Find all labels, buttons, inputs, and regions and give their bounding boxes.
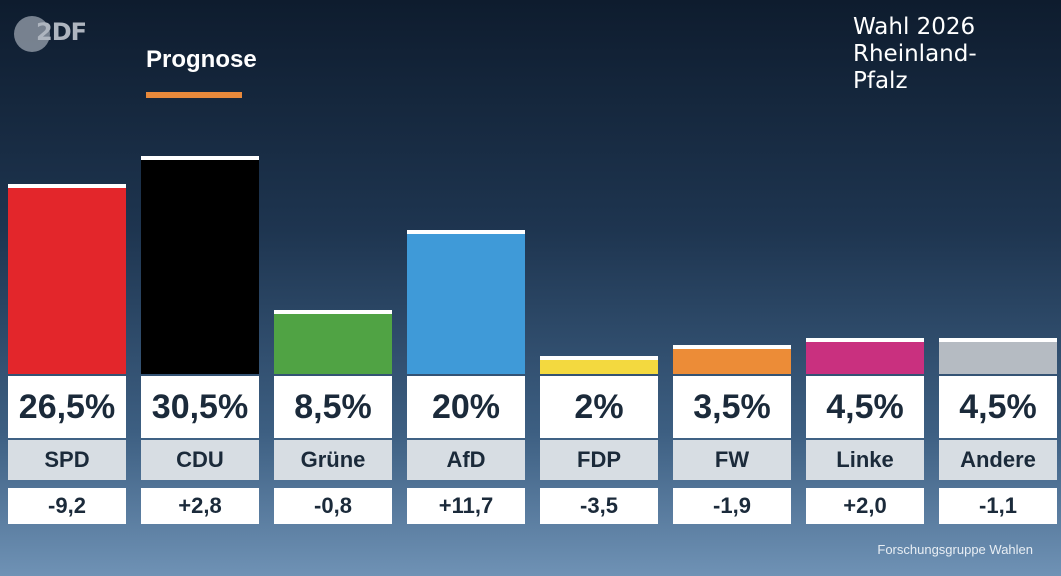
- value-label-gruene: 8,5%: [274, 376, 392, 438]
- value-label-spd: 26,5%: [8, 376, 126, 438]
- title-line-1: Wahl 2026: [853, 14, 976, 40]
- bar-afd: [407, 233, 525, 374]
- zdf-logo-text: 2DF: [36, 18, 87, 46]
- party-label-linke: Linke: [806, 440, 924, 480]
- title-line-2: Rheinland-: [853, 41, 977, 67]
- bar-fw: [673, 349, 791, 374]
- bar-cap-linke: [806, 338, 924, 343]
- title-line-3: Pfalz: [853, 68, 908, 94]
- change-label-fdp: -3,5: [540, 488, 658, 524]
- chart-subtitle: Prognose: [146, 46, 257, 73]
- party-label-andere: Andere: [939, 440, 1057, 480]
- bar-cap-spd: [8, 184, 126, 189]
- party-label-fw: FW: [673, 440, 791, 480]
- value-label-cdu: 30,5%: [141, 376, 259, 438]
- value-label-andere: 4,5%: [939, 376, 1057, 438]
- bar-cap-gruene: [274, 310, 392, 315]
- bar-cap-andere: [939, 338, 1057, 343]
- zdf-logo-circle: [14, 16, 50, 52]
- bar-cap-fw: [673, 345, 791, 350]
- bar-cap-cdu: [141, 156, 259, 160]
- bar-andere: [939, 342, 1057, 374]
- value-label-afd: 20%: [407, 376, 525, 438]
- bar-linke: [806, 342, 924, 374]
- bar-cap-afd: [407, 229, 525, 234]
- change-label-afd: +11,7: [407, 488, 525, 524]
- party-label-cdu: CDU: [141, 440, 259, 480]
- bar-gruene: [274, 314, 392, 374]
- zdf-logo: 2DF: [14, 16, 87, 52]
- party-label-gruene: Grüne: [274, 440, 392, 480]
- change-label-andere: -1,1: [939, 488, 1057, 524]
- party-label-spd: SPD: [8, 440, 126, 480]
- change-label-fw: -1,9: [673, 488, 791, 524]
- bar-cap-fdp: [540, 355, 658, 360]
- value-label-fw: 3,5%: [673, 376, 791, 438]
- chart-title: Wahl 2026 Rheinland- Pfalz: [853, 14, 977, 95]
- bar-fdp: [540, 359, 658, 374]
- change-label-spd: -9,2: [8, 488, 126, 524]
- value-label-fdp: 2%: [540, 376, 658, 438]
- party-label-fdp: FDP: [540, 440, 658, 480]
- change-label-cdu: +2,8: [141, 488, 259, 524]
- change-label-linke: +2,0: [806, 488, 924, 524]
- change-label-gruene: -0,8: [274, 488, 392, 524]
- bar-spd: [8, 188, 126, 374]
- subtitle-underline: [146, 92, 242, 98]
- bar-cdu: [141, 160, 259, 374]
- value-label-linke: 4,5%: [806, 376, 924, 438]
- source-credit: Forschungsgruppe Wahlen: [877, 542, 1033, 557]
- party-label-afd: AfD: [407, 440, 525, 480]
